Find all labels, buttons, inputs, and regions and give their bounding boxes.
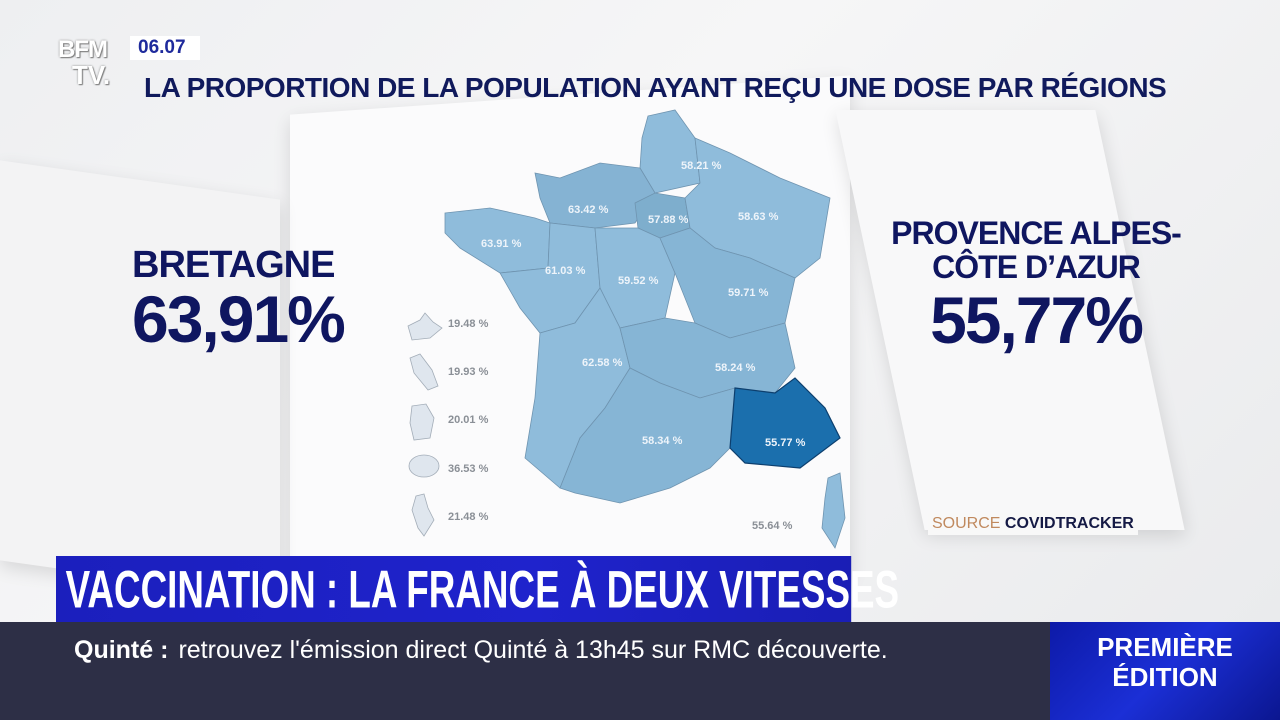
overseas-territories [407, 312, 443, 537]
mainland-regions [444, 109, 846, 549]
label-hauts-de-france: 58.21 % [681, 160, 722, 172]
label-bourgogne: 59.71 % [728, 287, 769, 299]
label-normandie: 63.42 % [568, 204, 609, 216]
highlight-right-region-line1: PROVENCE ALPES- [891, 215, 1182, 251]
label-martinique: 19.93 % [448, 366, 489, 378]
martinique-shape [409, 353, 439, 391]
label-ile-de-france: 57.88 % [648, 214, 689, 226]
headline-text: VACCINATION : LA FRANCE À DEUX VITESSES [65, 559, 900, 619]
label-occitanie: 58.34 % [642, 435, 683, 447]
region-hauts-de-france [639, 109, 701, 194]
news-ticker: Quinté : retrouvez l'émission direct Quin… [0, 622, 1050, 720]
region-corse [821, 472, 846, 549]
ticker-text: retrouvez l'émission direct Quinté à 13h… [178, 636, 888, 664]
program-edition-badge: PREMIÈRE ÉDITION [1050, 622, 1280, 720]
label-centre: 59.52 % [618, 275, 659, 287]
source-credit: SOURCE COVIDTRACKER [928, 513, 1138, 535]
mayotte-shape [411, 493, 435, 537]
label-guyane: 20.01 % [448, 414, 489, 426]
highlight-left-value: 63,91% [132, 282, 346, 356]
label-guadeloupe: 19.48 % [448, 318, 489, 330]
label-paca: 55.77 % [765, 437, 806, 449]
highlight-left-region: BRETAGNE [132, 244, 335, 286]
highlight-paca: PROVENCE ALPES- CÔTE D’AZUR 55,77% [876, 216, 1196, 356]
reunion-shape [408, 454, 440, 478]
source-label: SOURCE [932, 515, 1001, 532]
logo-tv: TV. [72, 60, 111, 90]
region-bourgogne [659, 227, 796, 339]
highlight-right-region-line2: CÔTE D’AZUR [932, 249, 1141, 285]
graphic-title: LA PROPORTION DE LA POPULATION AYANT REÇ… [144, 72, 1167, 103]
ticker-label: Quinté : [74, 636, 169, 664]
label-grand-est: 58.63 % [738, 211, 779, 223]
label-mayotte: 21.48 % [448, 511, 489, 523]
label-corse: 55.64 % [752, 520, 793, 532]
label-bretagne: 63.91 % [481, 238, 522, 250]
source-name: COVIDTRACKER [1004, 515, 1134, 532]
label-auvergne-rhone-alpes: 58.24 % [715, 362, 756, 374]
highlight-right-value: 55,77% [930, 283, 1144, 357]
edition-line2: ÉDITION [1112, 662, 1218, 692]
bfmtv-logo: BFM TV. [58, 36, 128, 94]
france-map [407, 109, 846, 549]
clock-time: 06.07 [130, 36, 200, 60]
highlight-bretagne: BRETAGNE 63,91% [132, 244, 346, 356]
region-paca [729, 377, 841, 469]
label-pays-de-la-loire: 61.03 % [545, 265, 586, 277]
logo-bfm: BFM [58, 36, 108, 63]
headline-banner: VACCINATION : LA FRANCE À DEUX VITESSES [56, 556, 899, 622]
edition-line1: PREMIÈRE [1097, 632, 1233, 662]
region-occitanie [559, 367, 741, 504]
guadeloupe-shape [407, 312, 443, 341]
label-nouvelle-aquitaine: 62.58 % [582, 357, 623, 369]
label-reunion: 36.53 % [448, 463, 489, 475]
guyane-shape [409, 403, 435, 441]
